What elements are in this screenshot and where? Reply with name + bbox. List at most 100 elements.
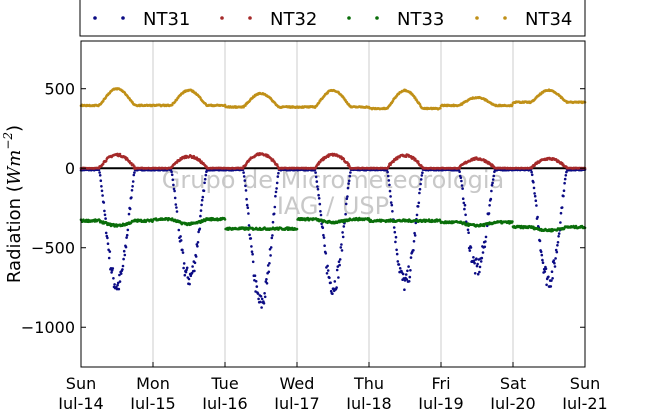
data-point <box>275 163 279 166</box>
data-point <box>340 243 343 246</box>
data-point <box>189 274 193 278</box>
data-point <box>270 236 274 240</box>
data-point <box>565 170 568 174</box>
data-point <box>223 103 227 107</box>
data-point <box>393 230 397 234</box>
data-point <box>472 259 476 263</box>
watermark-line-2: IAG / USP <box>277 192 389 220</box>
data-point <box>338 258 342 261</box>
data-point <box>328 276 331 280</box>
data-point <box>244 184 247 188</box>
x-tick-day: Sun <box>570 374 600 393</box>
data-point <box>125 233 129 237</box>
data-point <box>315 180 319 183</box>
data-point <box>276 175 280 178</box>
data-point <box>112 277 115 280</box>
data-point <box>100 189 104 193</box>
data-point <box>460 184 464 187</box>
data-point <box>478 270 481 274</box>
data-point <box>329 281 332 285</box>
data-point <box>484 235 488 239</box>
data-point <box>268 248 272 251</box>
data-point <box>538 239 542 243</box>
data-point <box>107 256 111 260</box>
data-point <box>316 185 319 188</box>
data-point <box>131 185 134 188</box>
data-point <box>481 251 485 254</box>
data-point <box>202 189 206 193</box>
x-tick-day: Mon <box>136 374 170 393</box>
data-point <box>243 179 247 182</box>
data-point <box>554 248 558 252</box>
y-tick-label: −500 <box>31 239 75 258</box>
data-point <box>116 281 120 285</box>
data-point <box>475 257 478 261</box>
data-point <box>339 246 343 249</box>
data-point <box>388 189 392 193</box>
data-point <box>241 167 245 170</box>
data-point <box>108 250 112 253</box>
data-point <box>326 269 330 272</box>
data-point <box>242 175 246 178</box>
data-point <box>439 106 442 110</box>
data-point <box>244 189 248 192</box>
data-point <box>563 177 567 181</box>
data-point <box>335 286 338 289</box>
data-point <box>395 248 398 252</box>
data-point <box>271 220 275 224</box>
data-point <box>118 273 121 277</box>
data-point <box>492 174 496 178</box>
data-point <box>461 197 465 200</box>
data-point <box>257 297 260 301</box>
data-point <box>467 231 470 234</box>
data-point <box>175 210 179 213</box>
data-point <box>196 241 200 244</box>
data-point <box>401 272 405 276</box>
legend-frame <box>79 0 586 37</box>
data-point <box>458 170 461 173</box>
data-point <box>122 249 126 253</box>
data-point <box>100 185 103 188</box>
data-point <box>419 178 423 181</box>
x-tick-date: Jul-17 <box>273 394 319 409</box>
data-point <box>394 240 397 244</box>
data-point <box>322 236 326 239</box>
data-point <box>269 254 272 257</box>
data-point <box>344 202 348 206</box>
data-point <box>269 246 273 249</box>
data-point <box>554 257 557 260</box>
data-point <box>460 179 463 183</box>
data-point <box>458 167 461 170</box>
data-point <box>104 159 108 163</box>
data-point <box>533 192 536 195</box>
x-tick-day: Fri <box>431 374 450 393</box>
data-point <box>540 253 544 257</box>
data-point <box>181 251 185 254</box>
data-point <box>541 258 544 262</box>
data-point <box>103 209 106 213</box>
data-point <box>119 272 123 275</box>
data-point <box>177 228 181 232</box>
data-point <box>395 252 399 256</box>
data-point <box>175 161 179 164</box>
data-point <box>175 206 178 209</box>
y-axis-label: Radiation (Wm−2) <box>1 125 25 283</box>
data-point <box>192 154 196 158</box>
data-point <box>99 179 103 182</box>
data-point <box>128 207 132 211</box>
x-tick-day: Wed <box>280 374 315 393</box>
data-point <box>122 257 125 261</box>
data-point <box>549 285 553 288</box>
data-point <box>559 211 563 215</box>
data-point <box>335 268 339 272</box>
data-point <box>560 206 564 209</box>
plot-area: Grupo de Micrometeorologia IAG / USP 500… <box>21 40 608 409</box>
data-point <box>318 202 322 206</box>
data-point <box>121 264 125 268</box>
data-point <box>552 259 556 262</box>
data-point <box>223 218 227 221</box>
data-point <box>321 226 325 230</box>
data-point <box>317 193 320 197</box>
data-point <box>390 203 394 207</box>
